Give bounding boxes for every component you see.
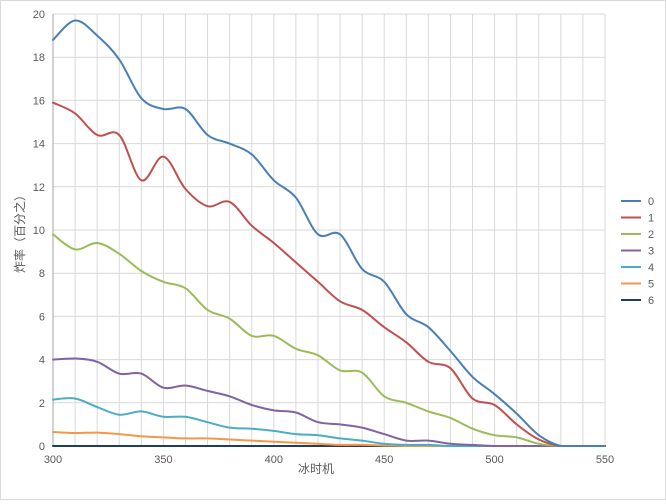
legend-label-5: 5 <box>648 279 654 291</box>
series-line-1 <box>52 101 606 447</box>
legend-label-1: 1 <box>648 213 654 225</box>
x-tick-label: 550 <box>596 454 614 466</box>
y-tick-label: 12 <box>33 182 45 194</box>
y-tick-label: 4 <box>39 355 45 367</box>
series-line-2 <box>52 233 606 447</box>
x-tick-label: 350 <box>154 454 172 466</box>
y-tick-label: 18 <box>33 52 45 64</box>
x-tick-label: 500 <box>485 454 503 466</box>
x-axis-label: 冰时机 <box>298 462 334 476</box>
y-tick-label: 10 <box>33 225 45 237</box>
grid-lines <box>52 13 606 447</box>
series-line-0 <box>52 19 606 447</box>
y-tick-label: 6 <box>39 311 45 323</box>
legend-label-2: 2 <box>648 229 654 241</box>
legend-label-4: 4 <box>648 262 654 274</box>
y-tick-label: 0 <box>39 441 45 453</box>
x-tick-label: 400 <box>265 454 283 466</box>
y-tick-label: 16 <box>33 95 45 107</box>
tick-labels: 300 350 400 450 500 550 0 2 4 6 8 10 12 14 16 18 20 <box>33 9 614 466</box>
series-lines <box>52 19 606 447</box>
y-tick-label: 20 <box>33 9 45 21</box>
y-tick-label: 14 <box>33 139 45 151</box>
legend-label-6: 6 <box>648 295 654 307</box>
y-tick-label: 8 <box>39 268 45 280</box>
legend-label-0: 0 <box>648 196 654 208</box>
x-tick-label: 300 <box>44 454 62 466</box>
x-tick-label: 450 <box>375 454 393 466</box>
y-axis-label: 炸率（百分之） <box>12 189 27 273</box>
y-tick-label: 2 <box>39 398 45 410</box>
legend: 0 1 2 3 4 5 6 <box>621 196 654 307</box>
series-line-3 <box>52 357 606 447</box>
legend-label-3: 3 <box>648 246 654 258</box>
